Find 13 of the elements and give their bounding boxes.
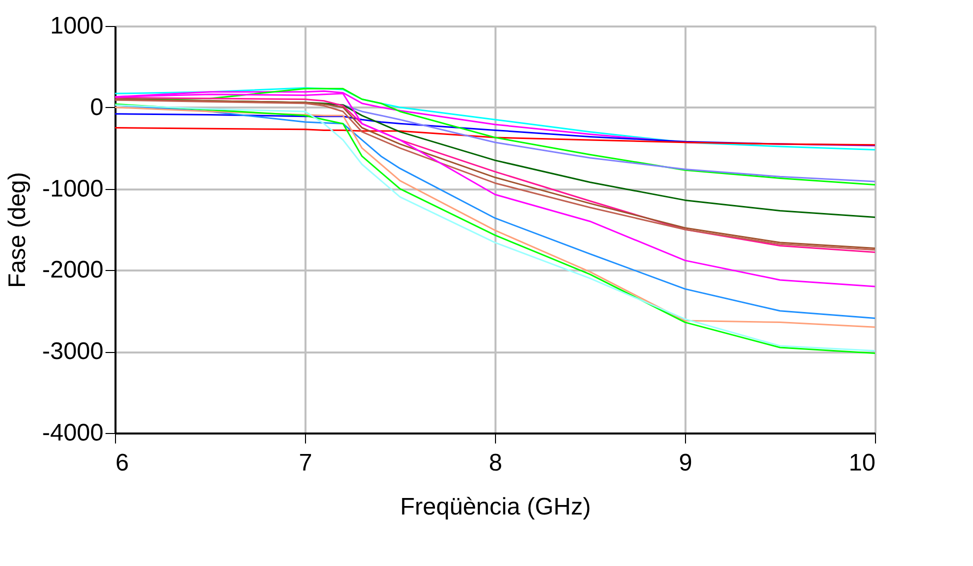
y-tick-label: -3000 <box>42 338 104 366</box>
y-tick-label: -4000 <box>42 420 104 446</box>
y-tick-label: 1000 <box>50 12 104 40</box>
y-tick-label: 0 <box>90 94 104 121</box>
x-tick-label: 6 <box>116 450 129 476</box>
x-tick-label: 9 <box>678 450 692 476</box>
x-axis-title: Freqüència (GHz) <box>400 494 591 520</box>
y-tick-label: -2000 <box>42 256 104 284</box>
x-tick-label: 7 <box>298 450 312 476</box>
x-tick-label: 10 <box>848 450 876 476</box>
y-axis-title: Fase (deg) <box>4 172 32 288</box>
x-tick-label: 8 <box>488 450 502 476</box>
y-tick-label: -1000 <box>42 175 104 202</box>
